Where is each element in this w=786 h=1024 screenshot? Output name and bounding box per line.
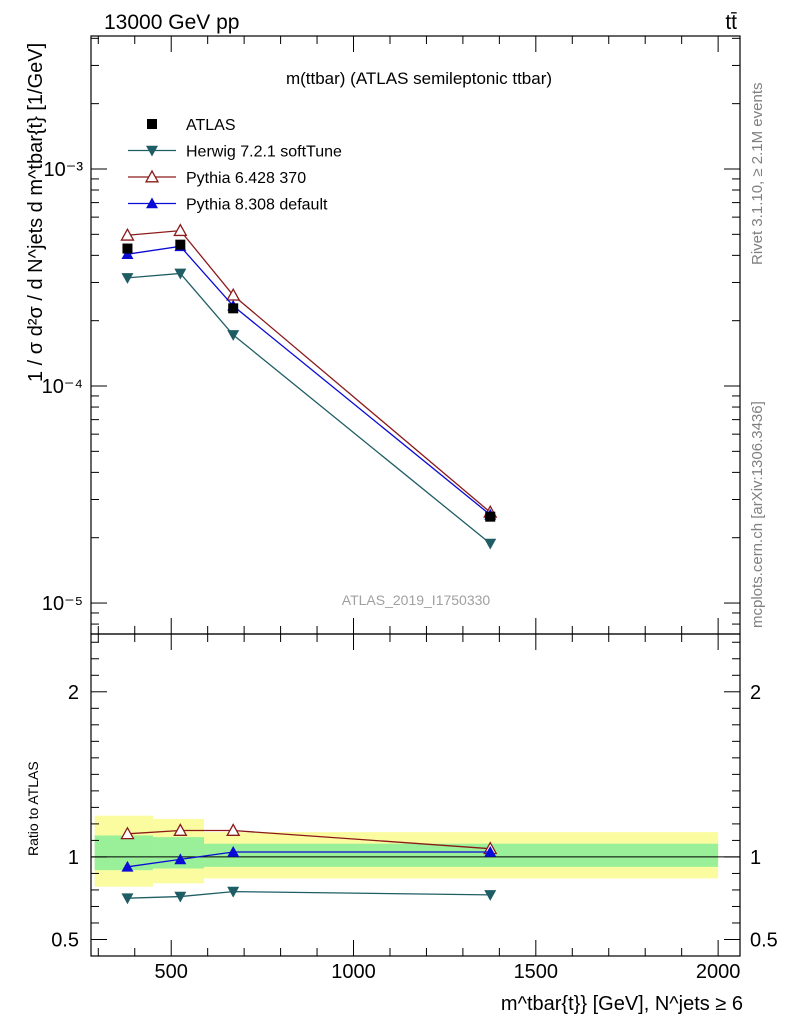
herwig-7-2-1-softtune-line	[127, 272, 491, 545]
legend-marker-atlas	[147, 119, 157, 129]
pythia-8-308-default-point	[121, 248, 134, 259]
ratio-y-tick-label: 0.5	[750, 929, 778, 951]
legend-label-pythia-6-428-370: Pythia 6.428 370	[186, 170, 306, 187]
inner-uncertainty-band	[204, 843, 719, 867]
main-y-axis-label: 1 / σ d²σ / d N^jets d m^tbar{t} [1/GeV]	[25, 43, 47, 382]
pythia-6-428-370-ratio-point	[226, 823, 241, 836]
x-tick-label: 500	[155, 961, 188, 983]
pythia-6-428-370-point	[120, 227, 135, 241]
ratio-y-tick-label: 2	[750, 682, 761, 704]
legend-marker-pythia-8-308-default	[146, 197, 158, 209]
pythia-8-308-default-line	[127, 245, 491, 516]
herwig-7-2-1-softtune-ratio-point	[227, 886, 240, 898]
herwig-7-2-1-softtune-ratio-point	[121, 893, 134, 905]
pythia-6-428-370-ratio-point	[173, 823, 188, 836]
pythia-6-428-370-ratio-line	[127, 829, 491, 850]
legend-label-herwig-7-2-1-softtune: Herwig 7.2.1 softTune	[186, 144, 342, 161]
pythia-6-428-370-point	[173, 223, 188, 237]
pythia-8-308-default-ratio-point	[174, 853, 187, 865]
herwig-7-2-1-softtune-point	[227, 330, 240, 341]
y-tick-label: 10⁻³	[44, 159, 84, 181]
x-tick-label: 2000	[696, 961, 741, 983]
pythia-8-308-default-ratio-line	[127, 851, 491, 868]
ratio-y-tick-label: 1	[750, 847, 761, 869]
mcplots-label: mcplots.cern.ch [arXiv:1306.3436]	[749, 401, 766, 628]
pythia-6-428-370-line	[127, 229, 491, 513]
main-title: m(ttbar) (ATLAS semileptonic ttbar)	[286, 69, 552, 88]
herwig-7-2-1-softtune-ratio-point	[174, 891, 187, 903]
atlas-point	[485, 511, 496, 522]
atlas-point	[228, 303, 239, 314]
ratio-frame	[90, 633, 741, 957]
ratio-panel: 0.5 0.5 1 1 2 2 500 1000 1500 2000	[51, 633, 778, 983]
x-axis-label: m^tbar{t}} [GeV], N^jets ≥ 6	[501, 993, 743, 1015]
ratio-y-axis-label: Ratio to ATLAS	[25, 761, 41, 856]
pythia-8-308-default-ratio-point	[121, 860, 134, 872]
herwig-7-2-1-softtune-point	[174, 268, 187, 280]
pythia-8-308-default-ratio-point	[484, 845, 497, 857]
y-tick-label: 10⁻⁵	[42, 593, 83, 615]
pythia-6-428-370-ratio-point	[120, 826, 135, 840]
atlas-point	[122, 243, 133, 254]
herwig-7-2-1-softtune-ratio-point	[484, 890, 497, 901]
legend: ATLAS Herwig 7.2.1 softTune Pythia 6.428 3…	[128, 117, 342, 214]
x-tick-label: 1000	[331, 961, 376, 983]
herwig-7-2-1-softtune-point	[484, 538, 497, 550]
ratio-y-tick-label: 2	[68, 682, 79, 704]
legend-marker-pythia-6-428-370	[144, 169, 160, 183]
herwig-7-2-1-softtune-point	[121, 273, 134, 284]
rivet-label: Rivet 3.1.10, ≥ 2.1M events	[749, 83, 766, 266]
pythia-8-308-default-ratio-point	[227, 845, 240, 857]
legend-marker-herwig-7-2-1-softtune	[146, 145, 158, 157]
herwig-7-2-1-softtune-ratio-line	[127, 890, 491, 899]
process-label: tt̄	[725, 11, 737, 34]
legend-label-atlas: ATLAS	[186, 117, 236, 134]
x-tick-label: 1500	[514, 961, 559, 983]
main-panel: 10⁻⁵ 10⁻⁴ 10⁻³	[42, 35, 741, 635]
ratio-y-tick-label: 0.5	[51, 929, 79, 951]
legend-label-pythia-8-308-default: Pythia 8.308 default	[186, 197, 328, 214]
ratio-y-tick-label: 1	[68, 847, 79, 869]
atlas-point	[175, 239, 186, 250]
y-tick-label: 10⁻⁴	[42, 376, 83, 398]
energy-label: 13000 GeV pp	[104, 11, 239, 34]
watermark: ATLAS_2019_I1750330	[342, 592, 491, 608]
